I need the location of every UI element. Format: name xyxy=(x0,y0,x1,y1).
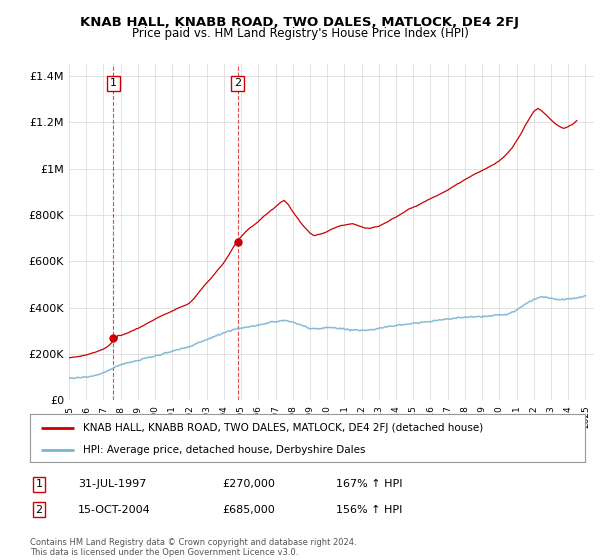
Text: £685,000: £685,000 xyxy=(222,505,275,515)
Text: KNAB HALL, KNABB ROAD, TWO DALES, MATLOCK, DE4 2FJ: KNAB HALL, KNABB ROAD, TWO DALES, MATLOC… xyxy=(80,16,520,29)
Text: £270,000: £270,000 xyxy=(222,479,275,489)
Text: HPI: Average price, detached house, Derbyshire Dales: HPI: Average price, detached house, Derb… xyxy=(83,445,365,455)
Text: Contains HM Land Registry data © Crown copyright and database right 2024.
This d: Contains HM Land Registry data © Crown c… xyxy=(30,538,356,557)
Text: 1: 1 xyxy=(35,479,43,489)
Text: 1: 1 xyxy=(110,78,117,88)
Text: 156% ↑ HPI: 156% ↑ HPI xyxy=(336,505,403,515)
Text: 2: 2 xyxy=(234,78,241,88)
Text: 31-JUL-1997: 31-JUL-1997 xyxy=(78,479,146,489)
Text: 167% ↑ HPI: 167% ↑ HPI xyxy=(336,479,403,489)
Text: 2: 2 xyxy=(35,505,43,515)
Text: KNAB HALL, KNABB ROAD, TWO DALES, MATLOCK, DE4 2FJ (detached house): KNAB HALL, KNABB ROAD, TWO DALES, MATLOC… xyxy=(83,423,483,433)
Text: 15-OCT-2004: 15-OCT-2004 xyxy=(78,505,151,515)
Text: Price paid vs. HM Land Registry's House Price Index (HPI): Price paid vs. HM Land Registry's House … xyxy=(131,27,469,40)
